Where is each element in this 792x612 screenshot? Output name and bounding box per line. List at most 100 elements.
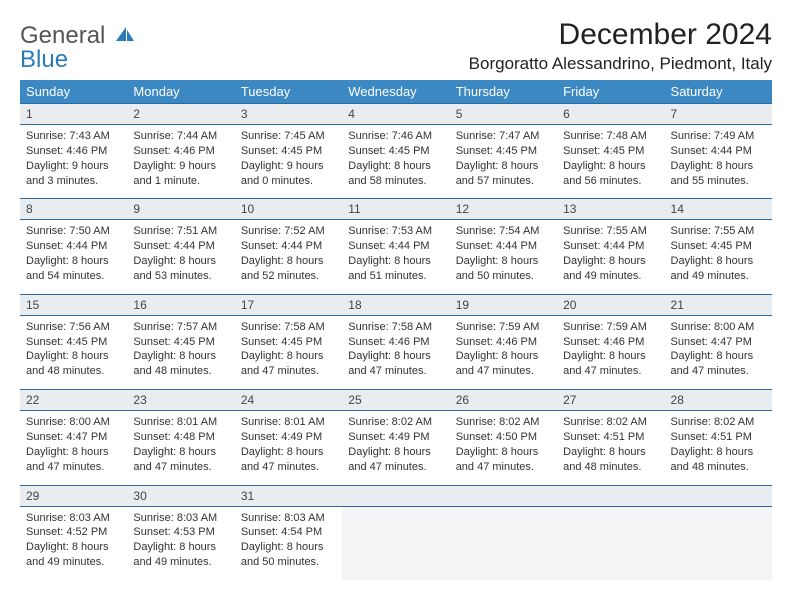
header: General Blue December 2024 Borgoratto Al… (20, 18, 772, 74)
day-cell: Sunrise: 8:03 AMSunset: 4:52 PMDaylight:… (20, 506, 127, 580)
day-number-cell: 11 (342, 199, 449, 220)
daylight-text: Daylight: 8 hours and 48 minutes. (671, 445, 766, 475)
day-cell: Sunrise: 8:03 AMSunset: 4:53 PMDaylight:… (127, 506, 234, 580)
daylight-text: Daylight: 8 hours and 50 minutes. (241, 540, 336, 570)
daylight-text: Daylight: 8 hours and 47 minutes. (348, 445, 443, 475)
sunset-text: Sunset: 4:49 PM (241, 430, 336, 445)
daylight-text: Daylight: 8 hours and 49 minutes. (563, 254, 658, 284)
day-cell: Sunrise: 7:54 AMSunset: 4:44 PMDaylight:… (450, 220, 557, 294)
day-number-cell (342, 485, 449, 506)
day-number-cell: 25 (342, 390, 449, 411)
day-cell: Sunrise: 8:02 AMSunset: 4:49 PMDaylight:… (342, 411, 449, 485)
day-cell: Sunrise: 7:45 AMSunset: 4:45 PMDaylight:… (235, 125, 342, 199)
day-number-cell (557, 485, 664, 506)
dayhead-thu: Thursday (450, 80, 557, 104)
sunset-text: Sunset: 4:48 PM (133, 430, 228, 445)
sunrise-text: Sunrise: 7:47 AM (456, 129, 551, 144)
day-number-cell: 23 (127, 390, 234, 411)
sunrise-text: Sunrise: 7:55 AM (563, 224, 658, 239)
sunset-text: Sunset: 4:44 PM (671, 144, 766, 159)
day-number-cell (450, 485, 557, 506)
day-cell: Sunrise: 8:00 AMSunset: 4:47 PMDaylight:… (665, 315, 772, 389)
day-cell: Sunrise: 7:55 AMSunset: 4:44 PMDaylight:… (557, 220, 664, 294)
day-number-cell: 21 (665, 294, 772, 315)
day-number-cell: 2 (127, 104, 234, 125)
sunrise-text: Sunrise: 8:02 AM (563, 415, 658, 430)
day-number-cell: 5 (450, 104, 557, 125)
day-number-cell: 16 (127, 294, 234, 315)
dayhead-sun: Sunday (20, 80, 127, 104)
page-title: December 2024 (469, 18, 772, 52)
sunset-text: Sunset: 4:54 PM (241, 525, 336, 540)
sunrise-text: Sunrise: 7:43 AM (26, 129, 121, 144)
day-number-cell: 22 (20, 390, 127, 411)
sunrise-text: Sunrise: 7:54 AM (456, 224, 551, 239)
daylight-text: Daylight: 8 hours and 55 minutes. (671, 159, 766, 189)
sunrise-text: Sunrise: 7:48 AM (563, 129, 658, 144)
sunset-text: Sunset: 4:51 PM (671, 430, 766, 445)
sunrise-text: Sunrise: 7:51 AM (133, 224, 228, 239)
day-cell: Sunrise: 8:01 AMSunset: 4:49 PMDaylight:… (235, 411, 342, 485)
location-subtitle: Borgoratto Alessandrino, Piedmont, Italy (469, 54, 772, 74)
daylight-text: Daylight: 8 hours and 54 minutes. (26, 254, 121, 284)
day-number-cell: 29 (20, 485, 127, 506)
day-cell: Sunrise: 8:01 AMSunset: 4:48 PMDaylight:… (127, 411, 234, 485)
daylight-text: Daylight: 8 hours and 47 minutes. (671, 349, 766, 379)
day-number-cell: 28 (665, 390, 772, 411)
day-cell: Sunrise: 7:47 AMSunset: 4:45 PMDaylight:… (450, 125, 557, 199)
sunrise-text: Sunrise: 7:45 AM (241, 129, 336, 144)
sunset-text: Sunset: 4:44 PM (348, 239, 443, 254)
day-cell: Sunrise: 7:48 AMSunset: 4:45 PMDaylight:… (557, 125, 664, 199)
daylight-text: Daylight: 8 hours and 58 minutes. (348, 159, 443, 189)
day-cell: Sunrise: 7:46 AMSunset: 4:45 PMDaylight:… (342, 125, 449, 199)
day-number-cell: 10 (235, 199, 342, 220)
day-number-cell: 17 (235, 294, 342, 315)
daylight-text: Daylight: 8 hours and 49 minutes. (26, 540, 121, 570)
week-content-row: Sunrise: 8:03 AMSunset: 4:52 PMDaylight:… (20, 506, 772, 580)
daylight-text: Daylight: 9 hours and 1 minute. (133, 159, 228, 189)
sunrise-text: Sunrise: 7:55 AM (671, 224, 766, 239)
day-cell: Sunrise: 8:03 AMSunset: 4:54 PMDaylight:… (235, 506, 342, 580)
day-cell: Sunrise: 7:50 AMSunset: 4:44 PMDaylight:… (20, 220, 127, 294)
brand-word-2: Blue (20, 46, 68, 73)
day-number-cell: 24 (235, 390, 342, 411)
sunset-text: Sunset: 4:50 PM (456, 430, 551, 445)
day-number-cell: 6 (557, 104, 664, 125)
day-header-row: Sunday Monday Tuesday Wednesday Thursday… (20, 80, 772, 104)
sunset-text: Sunset: 4:45 PM (563, 144, 658, 159)
day-cell: Sunrise: 7:58 AMSunset: 4:46 PMDaylight:… (342, 315, 449, 389)
sunrise-text: Sunrise: 7:49 AM (671, 129, 766, 144)
week-content-row: Sunrise: 8:00 AMSunset: 4:47 PMDaylight:… (20, 411, 772, 485)
sunrise-text: Sunrise: 7:58 AM (348, 320, 443, 335)
day-cell (342, 506, 449, 580)
sunset-text: Sunset: 4:45 PM (456, 144, 551, 159)
daylight-text: Daylight: 9 hours and 0 minutes. (241, 159, 336, 189)
day-number-cell: 8 (20, 199, 127, 220)
brand-text: General Blue (20, 24, 136, 72)
sunrise-text: Sunrise: 8:03 AM (241, 511, 336, 526)
day-cell: Sunrise: 7:56 AMSunset: 4:45 PMDaylight:… (20, 315, 127, 389)
sunrise-text: Sunrise: 7:59 AM (563, 320, 658, 335)
daylight-text: Daylight: 8 hours and 47 minutes. (563, 349, 658, 379)
daylight-text: Daylight: 8 hours and 47 minutes. (456, 349, 551, 379)
title-block: December 2024 Borgoratto Alessandrino, P… (469, 18, 772, 74)
daylight-text: Daylight: 8 hours and 51 minutes. (348, 254, 443, 284)
week-content-row: Sunrise: 7:43 AMSunset: 4:46 PMDaylight:… (20, 125, 772, 199)
day-number-cell: 31 (235, 485, 342, 506)
sunset-text: Sunset: 4:45 PM (241, 335, 336, 350)
day-number-cell: 1 (20, 104, 127, 125)
day-number-cell: 9 (127, 199, 234, 220)
sail-icon (114, 22, 136, 49)
day-number-cell: 19 (450, 294, 557, 315)
sunrise-text: Sunrise: 7:58 AM (241, 320, 336, 335)
daylight-text: Daylight: 8 hours and 52 minutes. (241, 254, 336, 284)
sunrise-text: Sunrise: 7:50 AM (26, 224, 121, 239)
day-cell (557, 506, 664, 580)
week-content-row: Sunrise: 7:56 AMSunset: 4:45 PMDaylight:… (20, 315, 772, 389)
sunset-text: Sunset: 4:46 PM (133, 144, 228, 159)
day-cell (450, 506, 557, 580)
dayhead-sat: Saturday (665, 80, 772, 104)
sunrise-text: Sunrise: 8:00 AM (26, 415, 121, 430)
day-number-cell: 27 (557, 390, 664, 411)
dayhead-tue: Tuesday (235, 80, 342, 104)
